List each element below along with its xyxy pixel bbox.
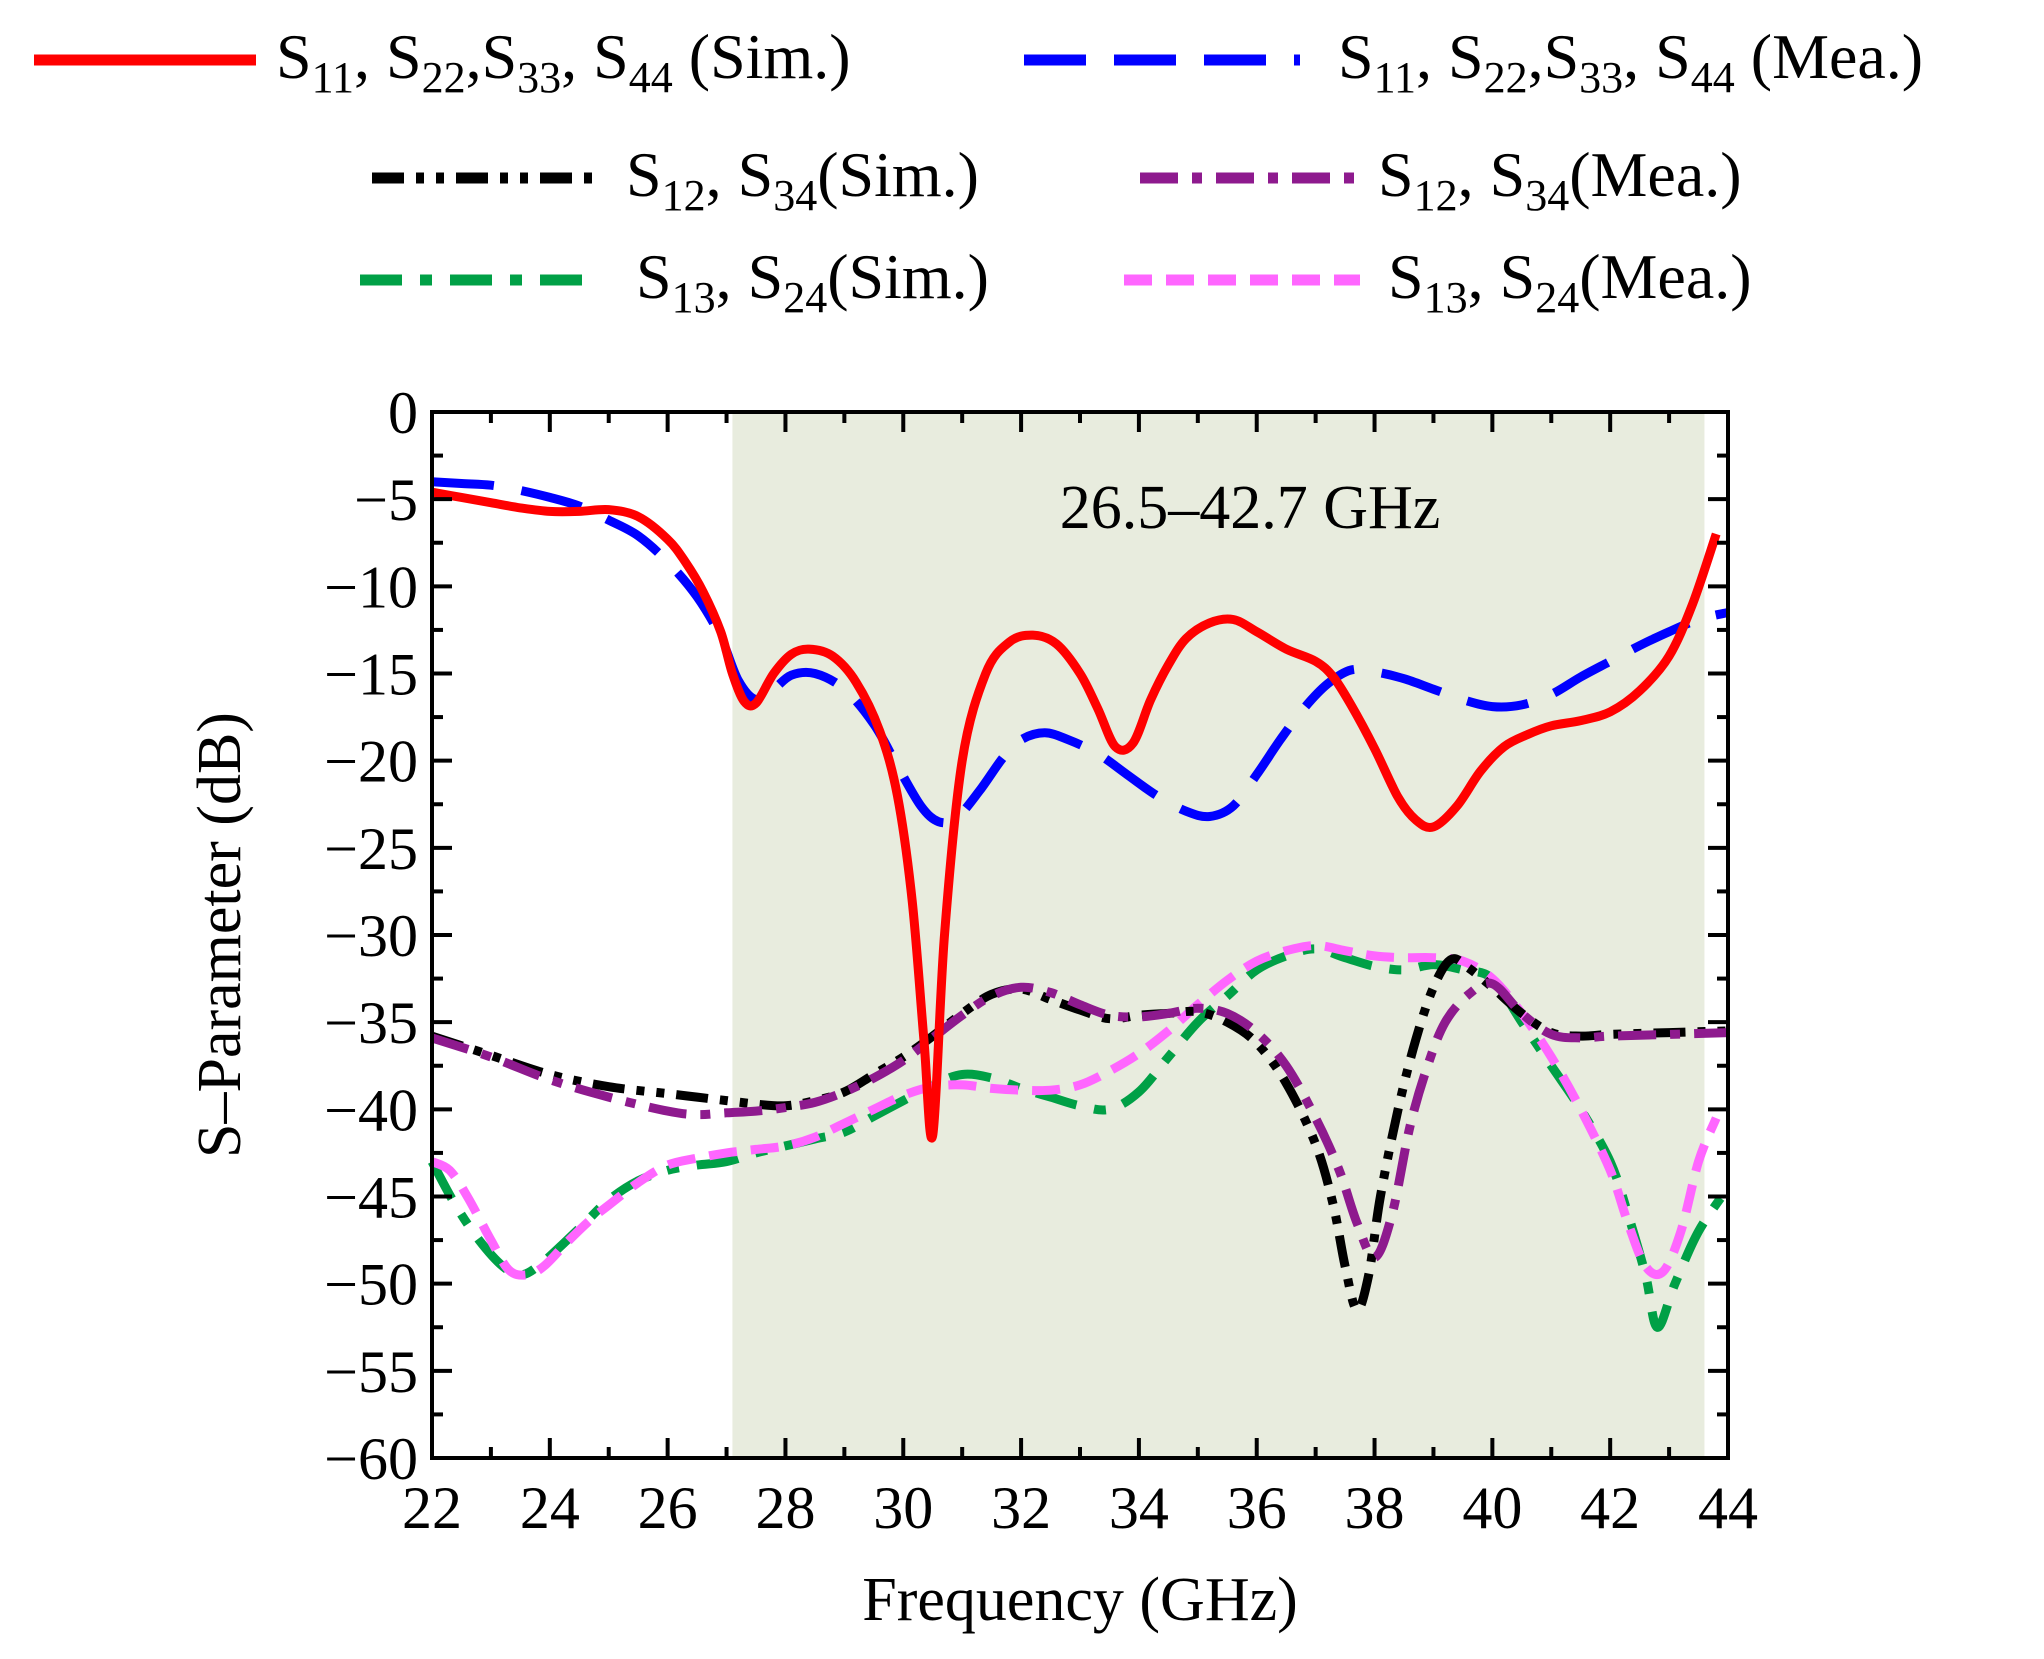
x-tick-label: 40 [1462,1475,1522,1541]
legend-label-3: S12, S34(Sim.) [626,139,979,220]
y-tick-label: −40 [324,1077,418,1143]
x-tick-label: 44 [1698,1475,1758,1541]
x-tick-label: 24 [520,1475,580,1541]
y-tick-label: −20 [324,729,418,795]
legend-label-2: S11, S22,S33, S44 (Mea.) [1338,21,1923,102]
series-line-1 [431,487,1721,1143]
series-line-4 [430,978,1729,1262]
y-tick-label: −30 [324,903,418,969]
series-line-2 [431,477,1729,828]
x-tick-label: 26 [638,1475,698,1541]
x-tick-label: 36 [1227,1475,1287,1541]
plot-lines [428,477,1732,1332]
x-tick-label: 32 [991,1475,1051,1541]
x-tick-label: 38 [1345,1475,1405,1541]
series-line-5 [428,944,1732,1332]
legend-label-4: S12, S34(Mea.) [1378,139,1742,220]
x-axis: 22 24 26 28 30 32 34 36 38 40 42 44 [402,412,1758,1541]
y-tick-label: −15 [324,642,418,708]
y-tick-label: −5 [354,467,418,533]
legend-label-5: S13, S24(Sim.) [636,241,989,322]
y-axis: 0 −5 −10 −15 −20 −25 −30 −35 −40 −45 −50 −55 −60 [324,380,1728,1492]
y-tick-label: −45 [324,1165,418,1231]
band-label: 26.5–42.7 GHz [1060,474,1441,542]
x-tick-label: 30 [873,1475,933,1541]
y-tick-label: −50 [324,1252,418,1318]
x-tick-label: 28 [755,1475,815,1541]
y-tick-label: −10 [324,554,418,620]
y-tick-label: −25 [324,816,418,882]
y-axis-title: S–Parameter (dB) [186,712,254,1158]
series-line-6 [429,941,1721,1280]
legend-label-6: S13, S24(Mea.) [1388,241,1752,322]
series-line-3 [430,954,1729,1315]
x-axis-title: Frequency (GHz) [862,1566,1298,1634]
y-tick-label: −35 [324,990,418,1056]
x-tick-label: 34 [1109,1475,1169,1541]
legend-label-1: S11, S22,S33, S44 (Sim.) [276,21,851,102]
x-tick-label: 42 [1580,1475,1640,1541]
y-tick-label: 0 [388,380,418,446]
y-tick-label: −60 [324,1426,418,1492]
legend: S11, S22,S33, S44 (Sim.) S11, S22,S33, S4… [34,21,1923,322]
y-tick-label: −55 [324,1339,418,1405]
shaded-band [732,412,1705,1458]
x-tick-label: 22 [402,1475,462,1541]
